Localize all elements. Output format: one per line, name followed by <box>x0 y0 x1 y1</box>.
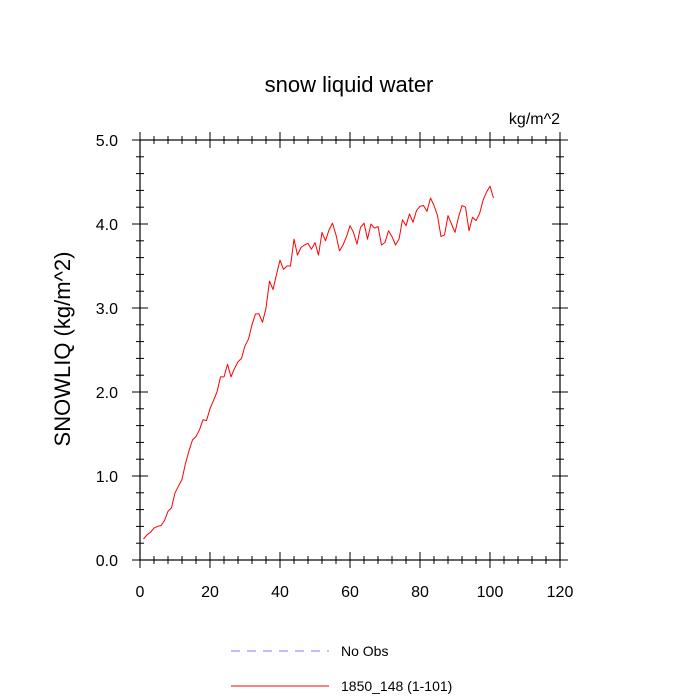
x-tick-label: 120 <box>547 584 574 601</box>
legend: No Obs 1850_148 (1-101) <box>231 643 452 694</box>
y-tick-label: 5.0 <box>96 133 118 150</box>
x-tick-label: 0 <box>136 584 145 601</box>
x-tick-label: 40 <box>271 584 289 601</box>
x-tick-label: 20 <box>201 584 219 601</box>
series-line <box>143 185 494 540</box>
x-tick-label: 100 <box>477 584 504 601</box>
x-tick-labels: 0 20 40 60 80 100 120 <box>136 584 574 601</box>
y-tick-label: 1.0 <box>96 469 118 486</box>
y-tick-labels: 0.0 1.0 2.0 3.0 4.0 5.0 <box>96 133 118 570</box>
series-layer <box>143 185 494 540</box>
x-tick-label: 60 <box>341 584 359 601</box>
legend-label-no-obs: No Obs <box>341 643 388 659</box>
y-tick-label: 3.0 <box>96 301 118 318</box>
units-label: kg/m^2 <box>509 111 560 128</box>
y-tick-label: 2.0 <box>96 385 118 402</box>
y-axis-label: SNOWLIQ (kg/m^2) <box>50 252 75 447</box>
chart-title: snow liquid water <box>265 72 434 97</box>
axis-ticks <box>132 132 568 568</box>
y-tick-label: 4.0 <box>96 217 118 234</box>
y-tick-label: 0.0 <box>96 553 118 570</box>
plot-frame <box>139 139 561 561</box>
x-tick-label: 80 <box>411 584 429 601</box>
legend-label-1850-148: 1850_148 (1-101) <box>341 678 452 694</box>
